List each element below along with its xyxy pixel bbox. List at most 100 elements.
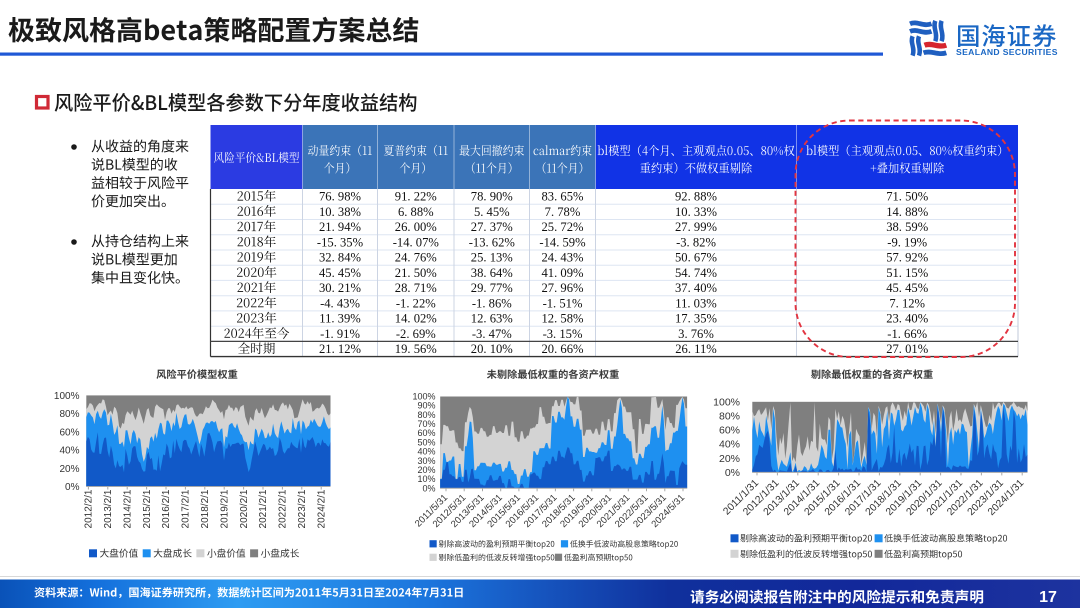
- svg-text:92. 88%: 92. 88%: [675, 190, 717, 204]
- svg-text:10. 38%: 10. 38%: [319, 205, 361, 219]
- svg-text:100%: 100%: [54, 391, 80, 402]
- svg-text:20%: 20%: [417, 465, 435, 475]
- svg-text:19. 56%: 19. 56%: [395, 342, 437, 356]
- svg-text:2019/2/1: 2019/2/1: [219, 489, 230, 528]
- svg-text:21. 50%: 21. 50%: [395, 266, 437, 280]
- svg-text:80%: 80%: [417, 410, 435, 420]
- svg-text:50%: 50%: [417, 437, 435, 447]
- svg-text:20%: 20%: [719, 453, 740, 465]
- svg-text:27. 37%: 27. 37%: [471, 220, 513, 234]
- svg-text:11. 39%: 11. 39%: [319, 312, 361, 326]
- svg-text:28. 71%: 28. 71%: [395, 281, 437, 295]
- svg-text:10%: 10%: [417, 474, 435, 484]
- svg-text:7. 78%: 7. 78%: [545, 205, 581, 219]
- svg-text:12. 58%: 12. 58%: [542, 312, 584, 326]
- svg-text:-14. 59%: -14. 59%: [539, 235, 586, 249]
- svg-text:29. 77%: 29. 77%: [471, 281, 513, 295]
- svg-text:80%: 80%: [719, 410, 740, 422]
- svg-text:-3. 15%: -3. 15%: [543, 327, 583, 341]
- svg-text:0%: 0%: [65, 482, 80, 493]
- svg-text:-4. 43%: -4. 43%: [320, 296, 360, 310]
- svg-text:40%: 40%: [59, 446, 79, 457]
- svg-text:12. 63%: 12. 63%: [471, 312, 513, 326]
- svg-text:-1. 91%: -1. 91%: [320, 327, 360, 341]
- svg-text:2016/2/1: 2016/2/1: [161, 489, 172, 528]
- svg-text:54. 74%: 54. 74%: [675, 266, 717, 280]
- svg-text:78. 90%: 78. 90%: [471, 190, 513, 204]
- svg-text:-2. 69%: -2. 69%: [396, 327, 436, 341]
- svg-text:3. 76%: 3. 76%: [678, 327, 714, 341]
- svg-text:10. 33%: 10. 33%: [675, 205, 717, 219]
- svg-text:2021/2/1: 2021/2/1: [258, 489, 269, 528]
- svg-text:100%: 100%: [412, 392, 435, 402]
- svg-text:6. 88%: 6. 88%: [398, 205, 434, 219]
- svg-text:60%: 60%: [417, 428, 435, 438]
- svg-text:14. 88%: 14. 88%: [886, 205, 928, 219]
- svg-text:0%: 0%: [725, 467, 740, 479]
- svg-text:2013/2/1: 2013/2/1: [103, 489, 114, 528]
- svg-text:20. 10%: 20. 10%: [471, 342, 513, 356]
- svg-text:7. 12%: 7. 12%: [889, 296, 925, 310]
- svg-text:38. 64%: 38. 64%: [471, 266, 513, 280]
- svg-text:60%: 60%: [719, 425, 740, 437]
- svg-text:45. 45%: 45. 45%: [886, 281, 928, 295]
- svg-text:SEALAND SECURITIES: SEALAND SECURITIES: [956, 47, 1058, 57]
- svg-text:14. 02%: 14. 02%: [395, 312, 437, 326]
- svg-text:-3. 47%: -3. 47%: [472, 327, 512, 341]
- svg-text:-1. 22%: -1. 22%: [396, 296, 436, 310]
- svg-text:-1. 66%: -1. 66%: [887, 327, 927, 341]
- svg-text:27. 99%: 27. 99%: [675, 220, 717, 234]
- svg-text:2017/2/1: 2017/2/1: [181, 489, 192, 528]
- svg-text:21. 94%: 21. 94%: [319, 220, 361, 234]
- svg-text:25. 13%: 25. 13%: [471, 251, 513, 265]
- svg-text:-1. 86%: -1. 86%: [472, 296, 512, 310]
- svg-text:2012/2/1: 2012/2/1: [84, 489, 95, 528]
- svg-text:76. 98%: 76. 98%: [319, 190, 361, 204]
- svg-text:11. 03%: 11. 03%: [675, 296, 717, 310]
- svg-text:20%: 20%: [59, 464, 79, 475]
- svg-text:0%: 0%: [422, 483, 435, 493]
- svg-text:90%: 90%: [417, 401, 435, 411]
- svg-text:20. 66%: 20. 66%: [542, 342, 584, 356]
- svg-text:51. 15%: 51. 15%: [886, 266, 928, 280]
- svg-text:2015/2/1: 2015/2/1: [142, 489, 153, 528]
- svg-text:100%: 100%: [713, 396, 740, 408]
- svg-text:26. 00%: 26. 00%: [395, 220, 437, 234]
- svg-text:-3. 82%: -3. 82%: [676, 235, 716, 249]
- svg-text:30%: 30%: [417, 456, 435, 466]
- svg-text:71. 50%: 71. 50%: [886, 190, 928, 204]
- svg-text:30. 21%: 30. 21%: [319, 281, 361, 295]
- svg-text:-9. 19%: -9. 19%: [887, 235, 927, 249]
- svg-text:2018/2/1: 2018/2/1: [200, 489, 211, 528]
- svg-text:91. 22%: 91. 22%: [395, 190, 437, 204]
- svg-text:83. 65%: 83. 65%: [542, 190, 584, 204]
- svg-text:2023/2/1: 2023/2/1: [297, 489, 308, 528]
- svg-text:45. 45%: 45. 45%: [319, 266, 361, 280]
- svg-text:40%: 40%: [719, 439, 740, 451]
- svg-text:37. 40%: 37. 40%: [675, 281, 717, 295]
- svg-text:25. 72%: 25. 72%: [542, 220, 584, 234]
- svg-text:21. 12%: 21. 12%: [319, 342, 361, 356]
- svg-text:57. 92%: 57. 92%: [886, 251, 928, 265]
- svg-text:23. 40%: 23. 40%: [886, 312, 928, 326]
- svg-text:26. 11%: 26. 11%: [675, 342, 717, 356]
- svg-text:27. 01%: 27. 01%: [886, 342, 928, 356]
- svg-text:17: 17: [1039, 589, 1057, 606]
- svg-text:-14. 07%: -14. 07%: [393, 235, 440, 249]
- svg-text:17. 35%: 17. 35%: [675, 312, 717, 326]
- svg-text:-15. 35%: -15. 35%: [317, 235, 364, 249]
- svg-text:38. 59%: 38. 59%: [886, 220, 928, 234]
- svg-text:32. 84%: 32. 84%: [319, 251, 361, 265]
- svg-text:27. 96%: 27. 96%: [542, 281, 584, 295]
- svg-text:2024/2/1: 2024/2/1: [316, 489, 327, 528]
- svg-text:2020/2/1: 2020/2/1: [239, 489, 250, 528]
- svg-text:41. 09%: 41. 09%: [542, 266, 584, 280]
- svg-text:5. 45%: 5. 45%: [474, 205, 510, 219]
- svg-text:24. 43%: 24. 43%: [542, 251, 584, 265]
- svg-text:40%: 40%: [417, 447, 435, 457]
- svg-text:2014/2/1: 2014/2/1: [122, 489, 133, 528]
- svg-text:50. 67%: 50. 67%: [675, 251, 717, 265]
- svg-text:-1. 51%: -1. 51%: [543, 296, 583, 310]
- svg-text:80%: 80%: [59, 409, 79, 420]
- svg-text:70%: 70%: [417, 419, 435, 429]
